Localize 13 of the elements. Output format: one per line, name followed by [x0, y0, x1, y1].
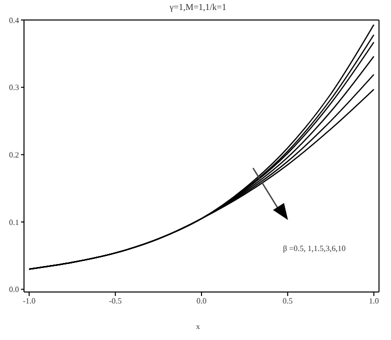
y-tick-label: 0.1 [9, 218, 19, 227]
x-axis-title: x [196, 322, 200, 331]
y-tick-label: 0.4 [9, 16, 19, 25]
chart-title: γ=1,M=1,1/k=1 [168, 2, 228, 12]
y-tick-label: 0.2 [9, 150, 19, 160]
x-tick-label: -1.0 [22, 296, 36, 306]
y-tick-label: 0.3 [9, 83, 19, 92]
x-tick-label: 0.0 [196, 296, 206, 306]
y-tick-label: 0.0 [9, 285, 19, 294]
annotation: β =0.5, 1,1.5,3,6,10 [283, 244, 346, 253]
x-tick-label: 0.5 [282, 296, 293, 306]
x-tick-label: 1.0 [368, 296, 379, 306]
x-tick-label: -0.5 [109, 296, 122, 306]
